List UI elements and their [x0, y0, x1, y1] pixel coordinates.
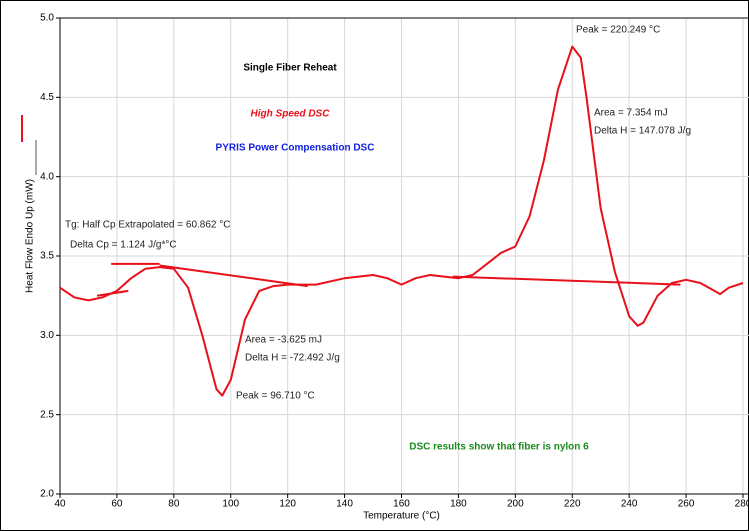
- data-line: [96, 262, 681, 297]
- annotation: Delta Cp = 1.124 J/g*°C: [70, 240, 177, 251]
- x-tick-label: 120: [279, 499, 296, 510]
- plot-frame: [59, 17, 749, 495]
- y-tick-label: 2.0: [40, 489, 54, 500]
- annotation: Peak = 220.249 °C: [576, 25, 660, 36]
- y-tick-label: 3.5: [40, 251, 54, 262]
- annotation: PYRIS Power Compensation DSC: [216, 143, 375, 154]
- annotation: High Speed DSC: [251, 109, 331, 120]
- annotation: Area = -3.625 mJ: [245, 335, 322, 346]
- y-axis-label: Heat Flow Endo Up (mW): [25, 179, 36, 293]
- x-axis-label: Temperature (°C): [363, 511, 440, 522]
- y-tick-label: 5.0: [40, 13, 54, 24]
- x-tick-label: 260: [678, 499, 695, 510]
- annotation: Delta H = 147.078 J/g: [594, 126, 691, 137]
- annotation: Area = 7.354 mJ: [594, 108, 668, 119]
- annotation: Peak = 96.710 °C: [236, 391, 315, 402]
- x-tick-label: 40: [54, 499, 66, 510]
- data-line: [59, 45, 744, 397]
- y-tick-label: 4.0: [40, 171, 54, 182]
- x-tick-label: 100: [222, 499, 239, 510]
- x-tick-label: 140: [336, 499, 353, 510]
- x-tick-label: 220: [564, 499, 581, 510]
- annotation: DSC results show that fiber is nylon 6: [409, 442, 589, 453]
- annotation: Delta H = -72.492 J/g: [245, 353, 340, 364]
- x-tick-label: 240: [621, 499, 638, 510]
- y-tick-label: 4.5: [40, 92, 54, 103]
- y-tick-label: 2.5: [40, 409, 54, 420]
- x-tick-label: 80: [168, 499, 180, 510]
- x-tick-label: 280: [735, 499, 749, 510]
- x-tick-label: 200: [507, 499, 524, 510]
- annotation: Tg: Half Cp Extrapolated = 60.862 °C: [65, 220, 230, 231]
- y-tick-label: 3.0: [40, 330, 54, 341]
- chart-title: Single Fiber Reheat: [243, 63, 337, 74]
- x-tick-label: 180: [450, 499, 467, 510]
- x-tick-label: 60: [111, 499, 123, 510]
- x-tick-label: 160: [393, 499, 410, 510]
